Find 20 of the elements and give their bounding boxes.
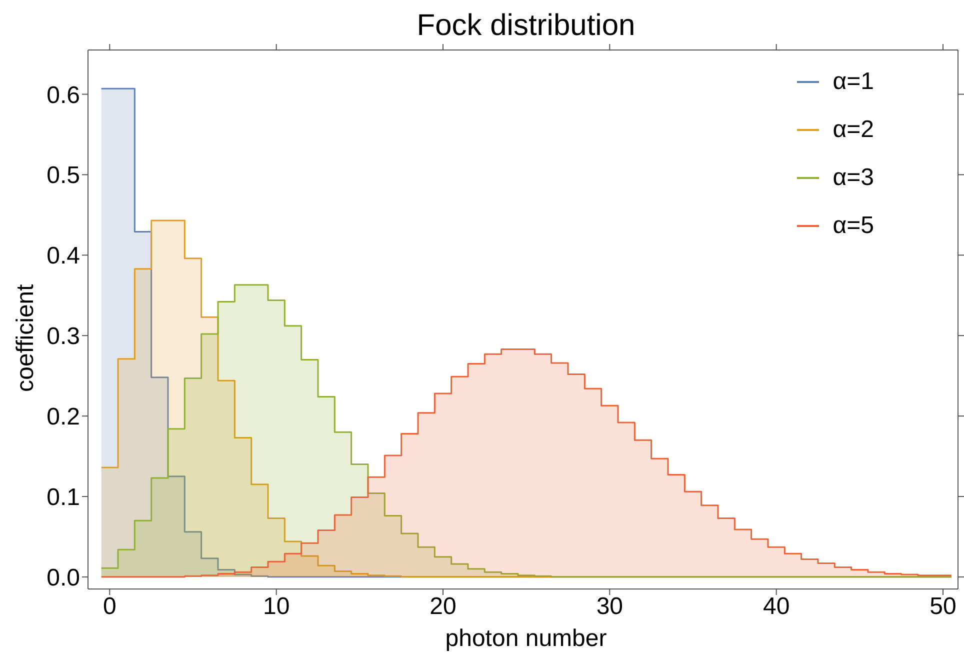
- legend-label: α=1: [832, 68, 874, 96]
- x-tick-label: 50: [930, 593, 956, 620]
- y-axis-title: coefficient: [12, 283, 40, 394]
- chart-title: Fock distribution: [416, 8, 636, 44]
- x-tick-label: 30: [596, 593, 624, 620]
- y-tick-label: 0.2: [46, 404, 80, 431]
- legend-label: α=5: [832, 212, 874, 240]
- y-tick-label: 0.4: [46, 242, 80, 270]
- legend-label: α=3: [832, 164, 874, 192]
- y-tick-label: 0.1: [46, 484, 80, 512]
- y-tick-label: 0.0: [46, 564, 80, 592]
- x-tick-label: 10: [262, 593, 290, 620]
- legend-label: α=2: [832, 116, 874, 144]
- y-tick-label: 0.5: [46, 162, 80, 190]
- x-tick-label: 40: [762, 593, 790, 620]
- x-tick-label: 0: [102, 593, 116, 620]
- y-tick-label: 0.6: [46, 82, 80, 109]
- x-tick-label: 20: [430, 593, 456, 620]
- x-axis-title: photon number: [444, 625, 608, 653]
- y-tick-label: 0.3: [46, 323, 80, 350]
